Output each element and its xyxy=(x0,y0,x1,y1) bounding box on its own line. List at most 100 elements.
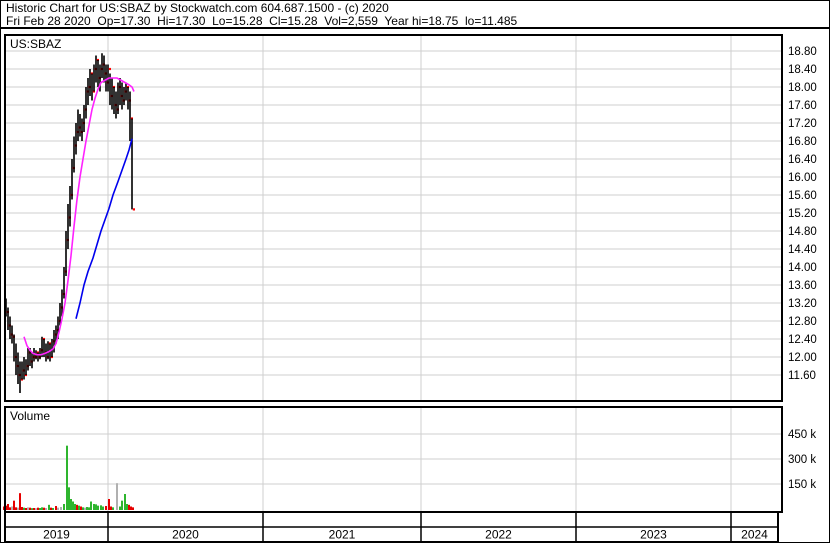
ohlc-bar xyxy=(57,316,59,339)
ohlc-bar xyxy=(77,109,79,141)
volume-bar xyxy=(124,494,126,510)
ohlc-bar xyxy=(95,55,97,83)
symbol-label: US:SBAZ xyxy=(10,37,62,51)
ohlc-bar xyxy=(39,348,41,360)
volume-bar xyxy=(100,505,102,510)
ohlc-bar xyxy=(51,339,53,357)
ohlc-bar xyxy=(33,348,35,362)
ohlc-bar xyxy=(75,123,77,155)
price-tick-label: 12.00 xyxy=(788,352,817,364)
volume-bar xyxy=(72,501,74,510)
ohlc-bar xyxy=(47,341,49,360)
volume-bar xyxy=(66,445,68,510)
ohlc-bar xyxy=(79,114,81,137)
volume-panel-label: Volume xyxy=(10,409,51,423)
volume-bar xyxy=(70,499,72,510)
ohlc-bar xyxy=(41,336,43,357)
ohlc-bar xyxy=(85,87,87,119)
price-tick-label: 17.60 xyxy=(788,100,817,112)
volume-bar xyxy=(97,505,99,510)
volume-bar xyxy=(57,507,59,510)
ohlc-bar xyxy=(117,82,119,114)
volume-bar xyxy=(84,507,86,510)
volume-bar xyxy=(68,487,70,510)
volume-bar xyxy=(31,508,33,510)
ohlc-bar xyxy=(93,64,95,92)
volume-bar xyxy=(52,508,54,510)
ohlc-bar xyxy=(119,78,121,105)
ohlc-bar xyxy=(69,186,71,227)
volume-bar xyxy=(93,504,95,510)
volume-bar xyxy=(126,504,128,510)
ohlc-bar xyxy=(37,352,39,362)
ohlc-bar xyxy=(91,73,93,101)
ohlc-bar xyxy=(13,334,15,362)
volume-bar xyxy=(50,507,52,510)
volume-bar xyxy=(108,499,110,510)
volume-bar xyxy=(110,506,112,510)
ohlc-bar xyxy=(109,73,111,105)
close-tick xyxy=(132,208,135,211)
ohlc-bar xyxy=(71,159,73,200)
ma-long-line xyxy=(75,138,133,319)
price-tick-label: 16.80 xyxy=(788,136,817,148)
year-label: 2020 xyxy=(172,528,199,542)
year-label: 2021 xyxy=(329,528,356,542)
chart-header: Historic Chart for US:SBAZ by Stockwatch… xyxy=(1,1,829,29)
ohlc-bar xyxy=(89,69,91,96)
price-panel-border xyxy=(4,34,783,402)
ohlc-bar xyxy=(9,316,11,339)
ohlc-bar xyxy=(31,352,33,369)
ohlc-bar xyxy=(97,60,99,87)
ohlc-bar xyxy=(127,87,129,110)
ohlc-bar xyxy=(131,118,133,210)
volume-bar xyxy=(55,506,57,510)
price-tick-label: 15.20 xyxy=(788,208,817,220)
ohlc-bar xyxy=(105,64,107,92)
ma-short-line xyxy=(23,77,135,356)
volume-tick-label: 300 k xyxy=(788,454,816,466)
volume-bar xyxy=(121,500,123,510)
ohlc-bar xyxy=(73,136,75,173)
ohlc-bar xyxy=(43,339,45,357)
volume-bar xyxy=(80,506,82,510)
volume-bar xyxy=(21,507,23,510)
volume-tick-label: 450 k xyxy=(788,429,816,441)
price-tick-label: 14.80 xyxy=(788,226,817,238)
ohlc-bar xyxy=(63,267,65,299)
ohlc-bar xyxy=(121,82,123,110)
ohlc-bar xyxy=(59,303,61,326)
ohlc-bar xyxy=(7,307,9,330)
volume-bar xyxy=(86,507,88,510)
ohlc-bar xyxy=(11,325,13,344)
ohlc-bar xyxy=(123,87,125,105)
price-tick-label: 18.80 xyxy=(788,46,817,58)
ohlc-bar xyxy=(81,118,83,141)
ohlc-bar xyxy=(15,343,17,375)
price-tick-label: 16.00 xyxy=(788,172,817,184)
volume-bar xyxy=(7,504,9,510)
ohlc-bar xyxy=(103,55,105,83)
volume-bar xyxy=(132,507,134,510)
price-tick-label: 17.20 xyxy=(788,118,817,130)
price-tick-label: 12.80 xyxy=(788,316,817,328)
volume-bar xyxy=(13,500,15,510)
volume-bar xyxy=(63,504,65,510)
ohlc-bar xyxy=(65,231,67,276)
ohlc-bar xyxy=(53,330,55,353)
volume-bar xyxy=(39,508,41,510)
volume-bar xyxy=(116,483,118,510)
ohlc-bar xyxy=(17,352,19,384)
volume-bar xyxy=(9,507,11,510)
ohlc-bar xyxy=(25,359,27,375)
volume-bar xyxy=(119,506,121,510)
price-tick-label: 14.00 xyxy=(788,262,817,274)
price-tick-label: 14.40 xyxy=(788,244,817,256)
volume-bar xyxy=(27,507,29,510)
ohlc-bar xyxy=(99,64,101,92)
ohlc-bar xyxy=(125,82,127,101)
year-label: 2019 xyxy=(43,528,70,542)
ohlc-bar xyxy=(101,53,103,78)
